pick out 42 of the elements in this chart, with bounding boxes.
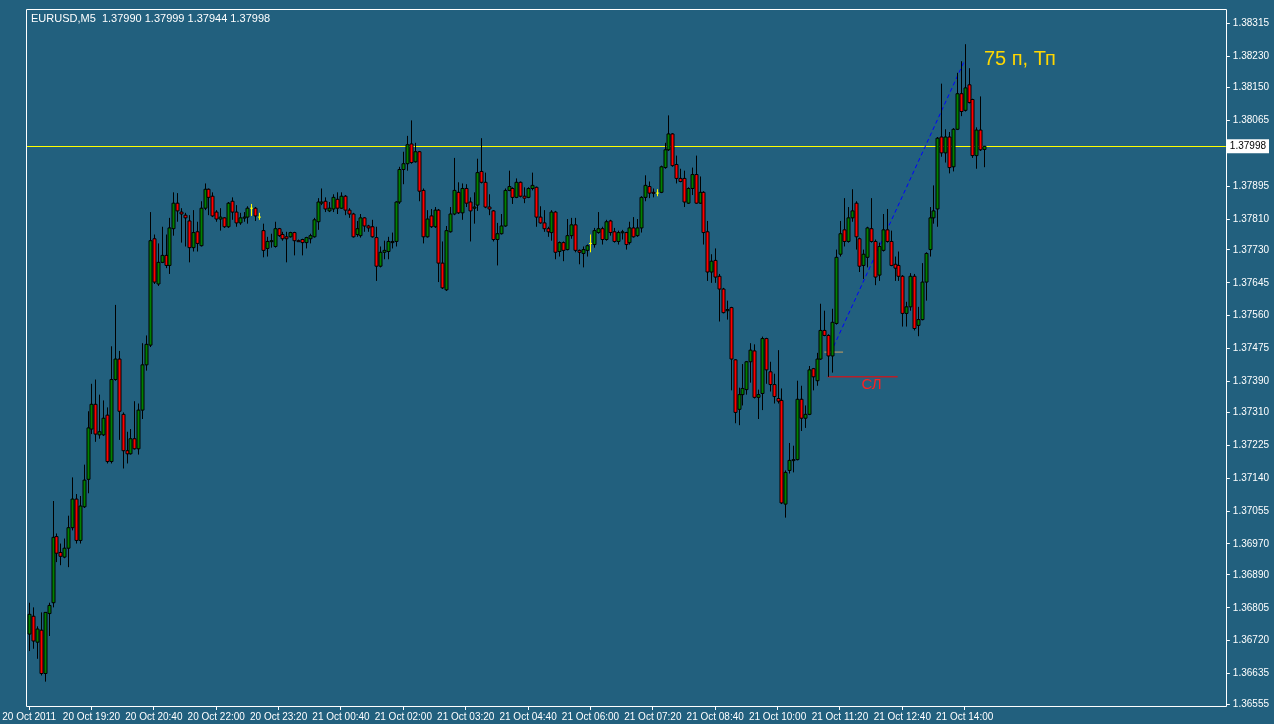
y-tick-label: 1.37390: [1232, 375, 1270, 387]
y-tick-label: 1.38150: [1232, 81, 1270, 93]
y-tick-label: 1.37140: [1232, 471, 1270, 483]
x-tick-label: 21 Oct 14:00: [936, 710, 994, 722]
y-tick-label: 1.38230: [1232, 50, 1270, 62]
y-tick-label: 1.37475: [1232, 342, 1270, 354]
y-tick-label: 1.38315: [1232, 17, 1270, 29]
x-tick-label: 21 Oct 04:40: [499, 710, 558, 722]
annotation: СЛ: [861, 374, 882, 392]
x-tick-label: 21 Oct 08:40: [686, 710, 745, 722]
x-tick-label: 21 Oct 11:20: [811, 710, 869, 722]
x-tick-label: 20 Oct 22:00: [187, 710, 246, 722]
x-tick-label: 21 Oct 00:40: [312, 710, 371, 722]
y-tick-label: 1.38065: [1232, 114, 1270, 126]
y-tick-label: 1.36890: [1232, 568, 1270, 580]
candlestick: [249, 203, 254, 217]
y-tick-label: 1.37810: [1232, 212, 1270, 224]
y-tick-label: 1.36635: [1232, 667, 1270, 679]
y-tick-label: 1.36970: [1232, 537, 1270, 549]
y-tick-label: 1.36555: [1232, 698, 1270, 710]
ref-line-label: 1.37998: [1229, 140, 1267, 152]
annotation: 75 п, Тп: [983, 46, 1056, 69]
x-tick-label: 21 Oct 06:00: [561, 710, 620, 722]
y-tick-label: 1.37560: [1232, 309, 1270, 321]
y-tick-label: 1.37895: [1232, 179, 1270, 191]
x-tick-label: 21 Oct 12:40: [873, 710, 932, 722]
y-tick-label: 1.37310: [1232, 406, 1270, 418]
y-tick-label: 1.37055: [1232, 504, 1270, 516]
x-tick-label: 21 Oct 03:20: [437, 710, 495, 722]
x-tick-label: 20 Oct 19:20: [62, 710, 121, 722]
y-tick-label: 1.36720: [1232, 634, 1270, 646]
y-tick-label: 1.36805: [1232, 601, 1270, 613]
chart-title: EURUSD,M5 1.37990 1.37999 1.37944 1.37998: [31, 11, 271, 24]
y-tick-label: 1.37730: [1232, 243, 1270, 255]
x-tick-label: 21 Oct 02:00: [374, 710, 433, 722]
x-tick-label: 21 Oct 10:00: [748, 710, 807, 722]
x-tick-label: 20 Oct 2011: [2, 710, 57, 722]
y-tick-label: 1.37225: [1232, 439, 1270, 451]
y-tick-label: 1.37645: [1232, 276, 1270, 288]
x-tick-label: 21 Oct 07:20: [624, 710, 682, 722]
x-tick-label: 20 Oct 20:40: [125, 710, 183, 722]
x-tick-label: 20 Oct 23:20: [249, 710, 308, 722]
